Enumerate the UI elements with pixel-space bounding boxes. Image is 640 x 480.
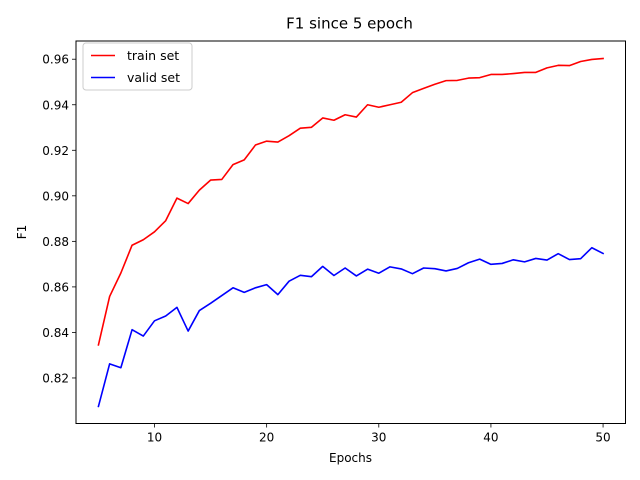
x-tick-label-50: 50 bbox=[595, 431, 610, 445]
series-layer bbox=[97, 57, 605, 408]
x-axis: 10 20 30 40 50 bbox=[147, 423, 611, 445]
x-axis-label: Epochs bbox=[329, 451, 372, 465]
y-axis-label: F1 bbox=[15, 225, 29, 240]
x-tick-label-30: 30 bbox=[371, 431, 386, 445]
legend: train set valid set bbox=[82, 42, 193, 91]
legend-label-valid-set: valid set bbox=[127, 70, 180, 85]
y-tick-label-0.82: 0.82 bbox=[42, 371, 69, 385]
x-tick-label-20: 20 bbox=[259, 431, 274, 445]
y-tick-label-0.92: 0.92 bbox=[42, 144, 69, 158]
y-tick-label-0.94: 0.94 bbox=[42, 98, 69, 112]
y-tick-label-0.88: 0.88 bbox=[42, 235, 69, 249]
y-axis: 0.82 0.84 0.86 0.88 0.90 0.92 0.94 0.96 bbox=[42, 53, 76, 385]
y-tick-label-0.90: 0.90 bbox=[42, 189, 69, 203]
x-tick-label-10: 10 bbox=[147, 431, 162, 445]
y-tick-label-0.96: 0.96 bbox=[42, 53, 69, 67]
y-tick-label-0.84: 0.84 bbox=[42, 326, 69, 340]
chart-title: F1 since 5 epoch bbox=[286, 15, 413, 33]
legend-label-train-set: train set bbox=[127, 48, 179, 63]
x-tick-label-40: 40 bbox=[483, 431, 498, 445]
series-line-train-set bbox=[97, 57, 604, 346]
plot-frame bbox=[75, 40, 626, 424]
series-line-valid-set bbox=[97, 246, 605, 408]
y-tick-label-0.86: 0.86 bbox=[42, 280, 69, 294]
